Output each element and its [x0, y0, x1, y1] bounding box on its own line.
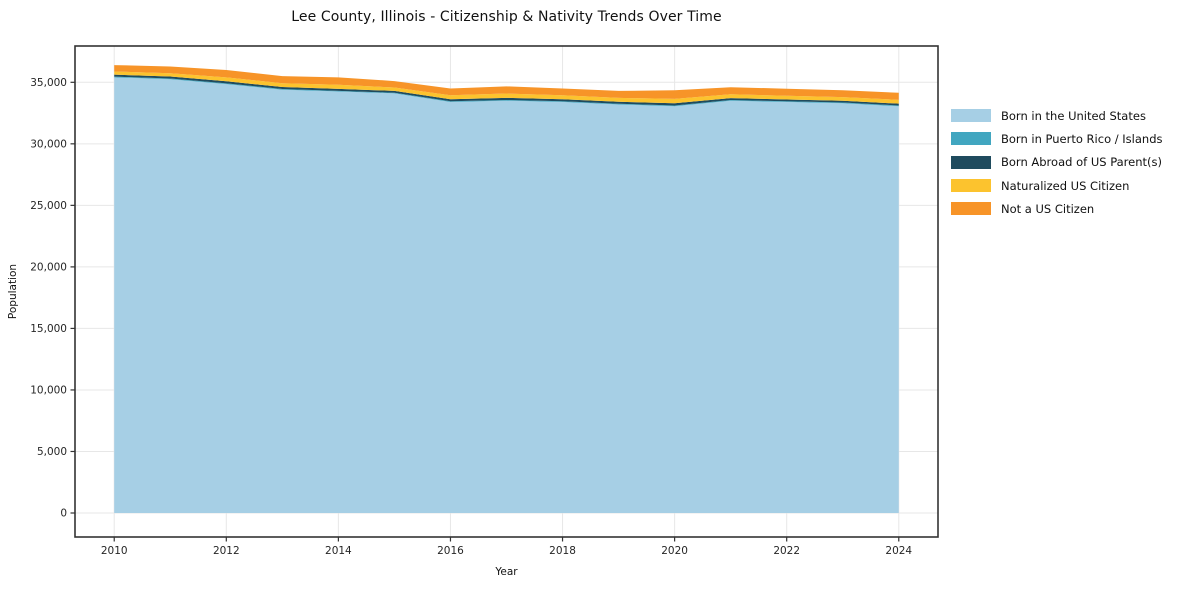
legend-item-born-abroad-of-us-parent-s-: Born Abroad of US Parent(s) — [951, 151, 1163, 174]
legend-item-naturalized-us-citizen: Naturalized US Citizen — [951, 174, 1163, 197]
legend-label: Born in Puerto Rico / Islands — [1001, 131, 1163, 146]
legend-swatch — [951, 109, 991, 123]
legend-swatch — [951, 132, 991, 146]
x-tick-label: 2022 — [773, 545, 800, 557]
x-tick-label: 2010 — [101, 545, 128, 557]
y-tick-label: 35,000 — [30, 77, 67, 89]
x-tick-label: 2020 — [661, 545, 688, 557]
x-tick-label: 2012 — [213, 545, 240, 557]
y-tick-label: 30,000 — [30, 139, 67, 151]
area-born-in-puerto-rico-islands — [114, 76, 899, 107]
legend: Born in the United States Born in Puerto … — [951, 104, 1163, 220]
legend-item-born-in-the-united-states: Born in the United States — [951, 104, 1163, 127]
legend-item-born-in-puerto-rico-islands: Born in Puerto Rico / Islands — [951, 127, 1163, 150]
area-naturalized-us-citizen — [114, 71, 899, 104]
area-not-a-us-citizen — [114, 65, 899, 100]
area-born-in-the-united-states — [114, 77, 899, 513]
y-tick-label: 5,000 — [37, 446, 67, 458]
x-tick-label: 2024 — [885, 545, 912, 557]
legend-label: Born in the United States — [1001, 108, 1146, 123]
x-tick-label: 2014 — [325, 545, 352, 557]
legend-swatch — [951, 202, 991, 216]
area-layer — [114, 65, 899, 513]
chart-title: Lee County, Illinois - Citizenship & Nat… — [291, 9, 722, 25]
legend-label: Naturalized US Citizen — [1001, 178, 1130, 193]
axes-spines — [74, 45, 939, 538]
y-tick-label: 15,000 — [30, 323, 67, 335]
y-tick-label: 0 — [60, 508, 67, 520]
legend-label: Born Abroad of US Parent(s) — [1001, 155, 1162, 170]
legend-label: Not a US Citizen — [1001, 201, 1095, 216]
legend-item-not-a-us-citizen: Not a US Citizen — [951, 197, 1163, 220]
x-tick-label: 2016 — [437, 545, 464, 557]
legend-swatch — [951, 155, 991, 169]
y-axis-label: Population — [7, 264, 19, 319]
axis-layer: 0 5,000 10,000 15,000 20,000 25,000 30,000 35,0… — [30, 45, 939, 557]
x-axis-label: Year — [494, 566, 518, 578]
area-born-abroad-of-us-parent-s- — [114, 74, 899, 106]
y-tick-label: 20,000 — [30, 262, 67, 274]
legend-swatch — [951, 179, 991, 193]
y-tick-label: 25,000 — [30, 200, 67, 212]
y-tick-label: 10,000 — [30, 385, 67, 397]
x-tick-label: 2018 — [549, 545, 576, 557]
